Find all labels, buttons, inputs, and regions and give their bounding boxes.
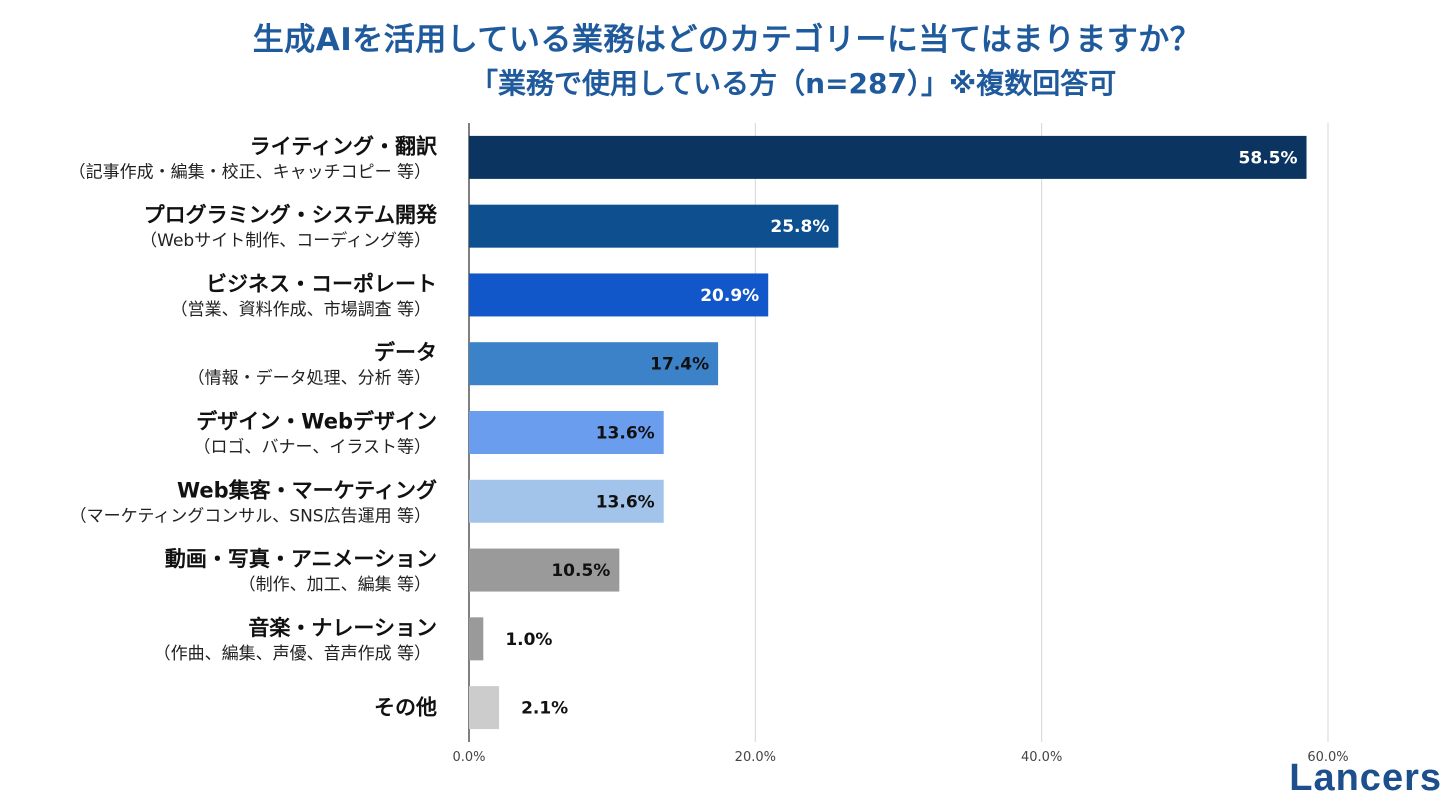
x-tick-label: 60.0% <box>1307 750 1348 765</box>
category-label: データ <box>374 341 437 365</box>
data-label: 20.9% <box>700 286 759 306</box>
category-label: Web集客・マーケティング <box>177 478 437 502</box>
category-sublabel: （記事作成・編集・校正、キャッチコピー 等） <box>69 162 431 182</box>
x-tick-label: 20.0% <box>735 750 776 765</box>
category-label: デザイン・Webデザイン <box>196 410 437 434</box>
category-label: ビジネス・コーポレート <box>206 272 437 296</box>
bar <box>469 411 664 454</box>
category-sublabel: （情報・データ処理、分析 等） <box>188 368 431 389</box>
bar <box>469 273 769 317</box>
data-label: 17.4% <box>650 355 709 375</box>
data-label: 13.6% <box>596 492 655 512</box>
x-tick-label: 0.0% <box>452 750 485 765</box>
data-label: 25.8% <box>770 217 829 237</box>
bar <box>469 342 719 386</box>
bar <box>469 135 1307 179</box>
lancers-logo: Lancers <box>1289 757 1442 799</box>
category-label: 動画・写真・アニメーション <box>165 547 437 571</box>
category-label: その他 <box>374 696 437 720</box>
category-label: ライティング・翻訳 <box>250 134 438 158</box>
data-label: 10.5% <box>551 561 610 581</box>
bar <box>469 204 839 248</box>
category-sublabel: （営業、資料作成、市場調査 等） <box>171 300 431 320</box>
category-sublabel: （作曲、編集、声優、音声作成 等） <box>154 644 431 664</box>
bar <box>469 548 620 592</box>
bar <box>469 479 664 523</box>
category-label: 音楽・ナレーション <box>248 616 437 640</box>
x-tick-label: 40.0% <box>1021 750 1062 765</box>
chart-subtitle: 「業務で使用している方（n=287）」※複数回答可 <box>470 67 1117 100</box>
category-sublabel: （ロゴ、バナー、イラスト等） <box>194 437 432 458</box>
data-label: 58.5% <box>1239 148 1298 168</box>
data-label: 13.6% <box>596 424 655 444</box>
data-label: 1.0% <box>505 630 552 650</box>
data-label: 2.1% <box>521 699 568 719</box>
category-sublabel: （制作、加工、編集 等） <box>239 575 431 595</box>
chart-title: 生成AIを活用している業務はどのカテゴリーに当てはまりますか？ <box>252 22 1202 58</box>
category-label: プログラミング・システム開発 <box>144 203 438 227</box>
category-sublabel: （マーケティングコンサル、SNS広告運用 等） <box>70 506 431 526</box>
bar <box>469 686 500 730</box>
bar <box>469 617 484 661</box>
category-sublabel: （Webサイト制作、コーディング等） <box>140 230 431 251</box>
